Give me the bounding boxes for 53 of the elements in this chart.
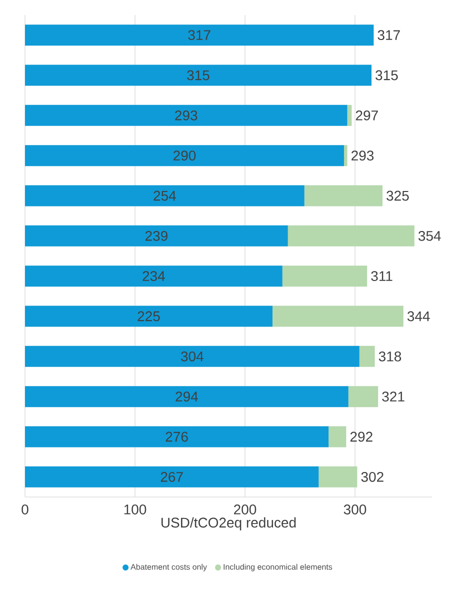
bar <box>25 346 360 367</box>
bar <box>25 306 272 327</box>
total-label: 297 <box>356 110 378 120</box>
data-label: 267 <box>160 472 183 482</box>
bar <box>25 145 344 166</box>
x-tick-label: 300 <box>344 504 366 514</box>
data-label: 254 <box>154 190 176 201</box>
bar <box>25 104 348 126</box>
bar <box>318 466 358 488</box>
bar <box>25 426 329 448</box>
data-label: 304 <box>181 351 204 362</box>
bar <box>359 346 375 367</box>
total-label: 354 <box>418 230 441 241</box>
x-tick-label: 200 <box>234 504 256 514</box>
data-label: 234 <box>142 271 165 282</box>
data-label: 290 <box>174 150 196 161</box>
total-label: 325 <box>386 190 409 201</box>
x-tick-label: 100 <box>124 504 146 514</box>
total-label: 317 <box>378 30 400 40</box>
total-label: 318 <box>378 351 402 362</box>
total-label: 293 <box>352 150 374 161</box>
total-label: 344 <box>407 311 430 322</box>
total-label: 321 <box>382 392 404 402</box>
bar <box>347 104 352 126</box>
total-label: 302 <box>361 472 384 482</box>
bar <box>25 24 374 46</box>
bar <box>348 386 378 408</box>
data-label: 317 <box>188 30 210 40</box>
legend-label: Including economical elements <box>224 564 332 572</box>
bar <box>25 466 319 488</box>
data-label: 239 <box>145 230 168 241</box>
bar <box>288 225 414 246</box>
bar <box>328 426 346 448</box>
bar <box>272 306 404 327</box>
bar <box>25 64 372 86</box>
legend-label: Abatement costs only <box>130 564 208 572</box>
data-label: 315 <box>187 70 210 80</box>
data-label: 293 <box>175 110 198 120</box>
x-tick-label: 0 <box>22 504 28 514</box>
data-label: 294 <box>176 392 198 402</box>
total-label: 315 <box>376 70 398 80</box>
data-label: 225 <box>138 311 160 322</box>
bar <box>25 386 348 408</box>
bar <box>304 185 382 206</box>
bar <box>25 185 304 206</box>
bar <box>25 266 282 287</box>
x-axis-title: USD/tCO2eq reduced <box>161 517 296 530</box>
bar <box>25 225 288 246</box>
bar <box>282 266 368 287</box>
total-label: 292 <box>350 432 372 442</box>
data-label: 276 <box>166 432 188 442</box>
total-label: 311 <box>371 271 392 282</box>
bar <box>344 145 348 166</box>
